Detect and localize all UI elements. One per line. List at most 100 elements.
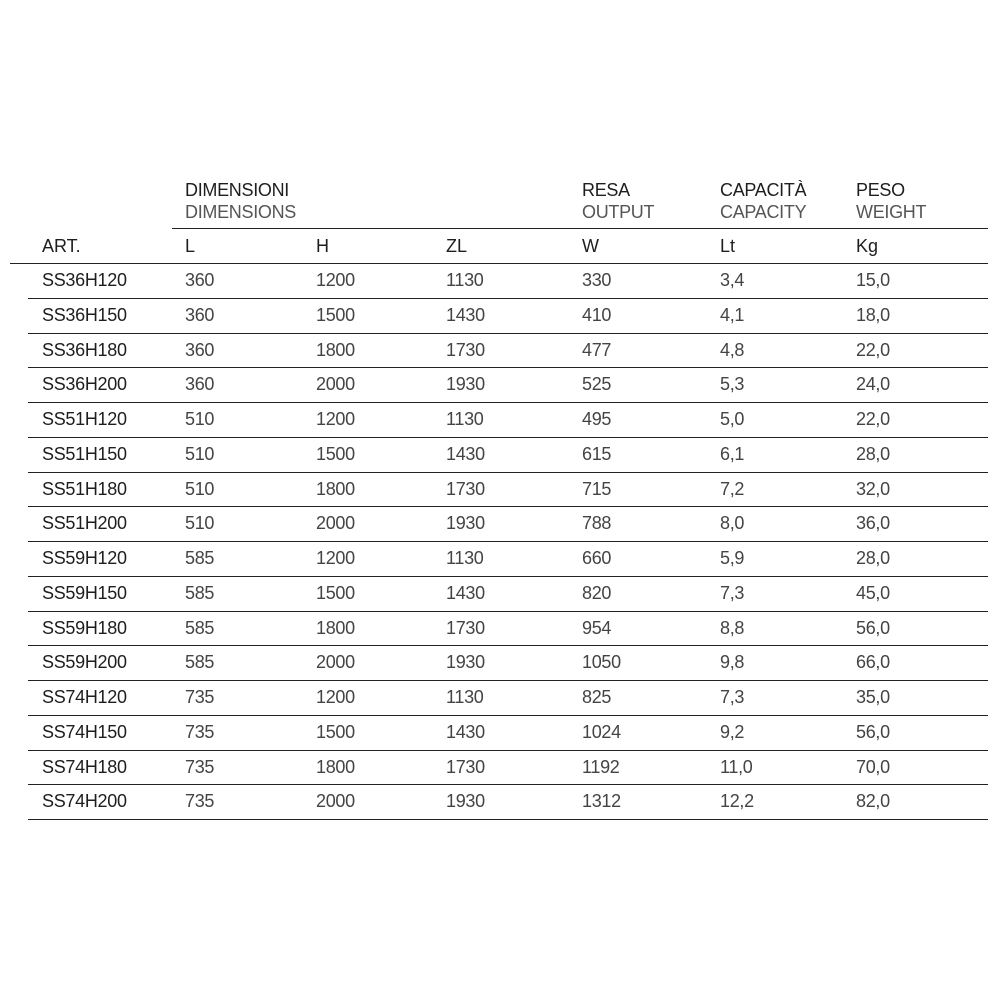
col-lt: Lt <box>720 236 736 256</box>
table-cell: SS51H200 <box>42 513 127 534</box>
table-cell: SS59H200 <box>42 652 127 673</box>
table-row: SS51H200 510 2000 1930 788 8,0 36,0 <box>0 506 1000 542</box>
header-divider <box>172 228 988 229</box>
table-cell: 1200 <box>316 687 355 707</box>
table-row: SS59H180 585 1800 1730 954 8,8 56,0 <box>0 611 1000 647</box>
table-cell: 6,1 <box>720 443 745 464</box>
table-cell: SS74H120 <box>42 687 127 707</box>
table-row: SS36H200 360 2000 1930 525 5,3 24,0 <box>0 367 1000 403</box>
table-cell: 5,3 <box>720 374 745 395</box>
table-cell: SS74H180 <box>42 756 127 777</box>
table-cell: SS59H180 <box>42 617 127 638</box>
row-divider <box>28 332 988 334</box>
table-cell: 5,9 <box>720 548 745 568</box>
table-row: SS36H150 360 1500 1430 410 4,1 18,0 <box>0 298 1000 334</box>
table-row: SS74H180 735 1800 1730 1192 11,0 70,0 <box>0 750 1000 786</box>
table-cell: 1800 <box>316 756 355 777</box>
group-label-it: RESA <box>582 180 630 200</box>
table-cell: 1430 <box>446 582 485 603</box>
row-divider <box>28 506 988 508</box>
table-cell: 1930 <box>446 652 485 673</box>
table-cell: 1430 <box>446 721 485 742</box>
table-cell: 56,0 <box>856 617 890 638</box>
group-label-it: CAPACITÀ <box>720 180 807 200</box>
table-cell: 8,8 <box>720 617 745 638</box>
table-cell: 4,8 <box>720 339 745 360</box>
table-cell: SS36H120 <box>42 270 127 290</box>
table-cell: 22,0 <box>856 409 890 429</box>
table-row: SS51H150 510 1500 1430 615 6,1 28,0 <box>0 437 1000 473</box>
table-cell: 35,0 <box>856 687 890 707</box>
table-cell: 585 <box>185 548 215 568</box>
table-cell: 1730 <box>446 339 485 360</box>
table-cell: 735 <box>185 791 215 812</box>
row-divider <box>28 297 988 299</box>
table-cell: 360 <box>185 374 215 395</box>
table-cell: 18,0 <box>856 304 890 325</box>
table-cell: 1050 <box>582 652 621 673</box>
table-row: SS74H200 735 2000 1930 1312 12,2 82,0 <box>0 784 1000 820</box>
table-cell: 825 <box>582 687 612 707</box>
table-cell: 8,0 <box>720 513 745 534</box>
table-cell: 2000 <box>316 374 355 395</box>
table-cell: 45,0 <box>856 582 890 603</box>
table-cell: 1200 <box>316 270 355 290</box>
table-cell: 1800 <box>316 617 355 638</box>
table-cell: 22,0 <box>856 339 890 360</box>
table-cell: 1930 <box>446 513 485 534</box>
col-zl: ZL <box>446 236 468 256</box>
table-cell: 1500 <box>316 582 355 603</box>
table-row: SS36H180 360 1800 1730 477 4,8 22,0 <box>0 333 1000 369</box>
table-cell: 360 <box>185 304 215 325</box>
table-cell: 1130 <box>446 687 484 707</box>
table-cell: 1192 <box>582 756 620 777</box>
table-cell: SS36H200 <box>42 374 127 395</box>
table-row: SS74H120 735 1200 1130 825 7,3 35,0 <box>0 680 1000 716</box>
table-cell: 7,2 <box>720 478 745 499</box>
table-cell: 1200 <box>316 548 355 568</box>
table-cell: 360 <box>185 270 215 290</box>
col-h: H <box>316 236 329 256</box>
table-cell: 585 <box>185 652 215 673</box>
group-label-en: CAPACITY <box>720 202 807 222</box>
table-cell: 360 <box>185 339 215 360</box>
table-cell: SS59H150 <box>42 582 127 603</box>
table-cell: 11,0 <box>720 756 753 777</box>
table-cell: 15,0 <box>856 270 890 290</box>
table-cell: 735 <box>185 756 215 777</box>
table-cell: 1430 <box>446 304 485 325</box>
table-cell: SS74H200 <box>42 791 127 812</box>
table-cell: 788 <box>582 513 612 534</box>
row-divider <box>28 680 988 681</box>
table-cell: 2000 <box>316 791 355 812</box>
col-art: ART. <box>42 236 81 256</box>
table-cell: 2000 <box>316 652 355 673</box>
table-row: SS74H150 735 1500 1430 1024 9,2 56,0 <box>0 715 1000 751</box>
table-cell: SS51H180 <box>42 478 127 499</box>
table-cell: 410 <box>582 304 612 325</box>
table-cell: 5,0 <box>720 409 745 429</box>
table-cell: 9,8 <box>720 652 745 673</box>
row-divider <box>28 645 988 647</box>
table-cell: 510 <box>185 409 215 429</box>
table-cell: 510 <box>185 478 215 499</box>
table-cell: 510 <box>185 513 215 534</box>
table-cell: 954 <box>582 617 612 638</box>
table-cell: 9,2 <box>720 721 745 742</box>
row-divider <box>28 471 988 473</box>
group-label-it: DIMENSIONI <box>185 180 290 200</box>
table-cell: 70,0 <box>856 756 890 777</box>
row-divider <box>28 610 988 612</box>
table-cell: 1130 <box>446 409 484 429</box>
table-cell: 525 <box>582 374 612 395</box>
table-cell: 28,0 <box>856 548 890 568</box>
table-cell: 1730 <box>446 617 485 638</box>
table-cell: 7,3 <box>720 582 745 603</box>
group-label-en: WEIGHT <box>856 202 927 222</box>
row-divider <box>28 575 988 577</box>
table-cell: 56,0 <box>856 721 890 742</box>
row-divider <box>28 402 988 403</box>
table-cell: 4,1 <box>720 304 745 325</box>
row-divider <box>28 714 988 716</box>
table-row: SS51H120 510 1200 1130 495 5,0 22,0 <box>0 402 1000 438</box>
